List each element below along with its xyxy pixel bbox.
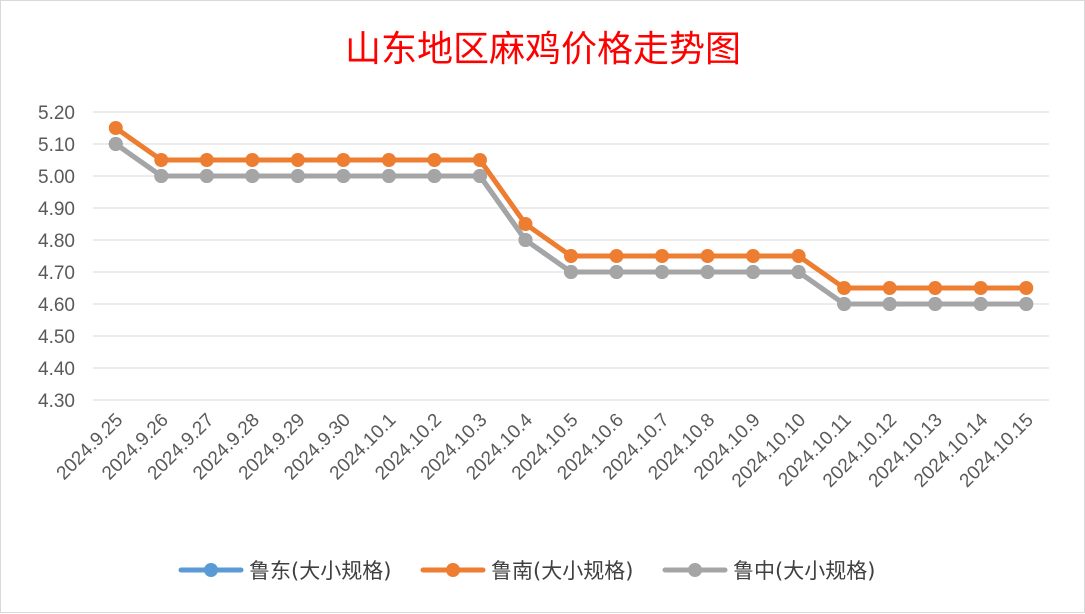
data-point (1019, 281, 1034, 295)
data-point (472, 169, 487, 183)
data-point (837, 281, 852, 295)
data-point (290, 169, 305, 183)
legend-item: 鲁南(大小规格) (420, 559, 633, 583)
data-point (199, 169, 214, 183)
legend-label: 鲁南(大小规格) (491, 559, 633, 583)
data-point (882, 281, 897, 295)
data-point (837, 297, 852, 311)
data-point (655, 265, 670, 279)
legend-marker (688, 563, 702, 577)
data-point (973, 281, 988, 295)
data-point (336, 153, 351, 167)
x-axis-tick-labels: 2024.9.252024.9.262024.9.272024.9.282024… (53, 409, 1038, 491)
data-point (700, 265, 715, 279)
data-point (336, 169, 351, 183)
data-point (791, 265, 806, 279)
data-point (472, 153, 487, 167)
y-tick-label: 5.20 (38, 103, 75, 124)
y-tick-label: 4.60 (38, 295, 75, 316)
series-line (113, 141, 1029, 307)
data-point (290, 153, 305, 167)
data-point (564, 265, 578, 279)
data-point (154, 169, 169, 183)
data-point (108, 121, 123, 135)
y-tick-label: 4.30 (38, 391, 75, 412)
series-group (108, 121, 1034, 295)
data-point (518, 217, 533, 231)
legend-item: 鲁东(大小规格) (178, 559, 391, 583)
data-point (381, 153, 396, 167)
series-layer (108, 121, 1034, 311)
chart-title: 山东地区麻鸡价格走势图 (345, 29, 741, 70)
legend-marker (204, 563, 218, 577)
data-point (518, 233, 533, 247)
y-tick-label: 4.70 (38, 263, 75, 284)
data-point (245, 169, 260, 183)
y-tick-label: 5.10 (38, 135, 75, 156)
y-tick-label: 5.00 (38, 167, 75, 188)
legend-label: 鲁中(大小规格) (733, 559, 875, 583)
y-axis-tick-labels: 5.20 5.10 5.00 4.90 4.80 4.70 4.60 4.50 4.40 4.30 (38, 103, 75, 412)
data-point (1019, 297, 1034, 311)
data-point (381, 169, 396, 183)
data-point (655, 249, 670, 263)
y-tick-label: 4.40 (38, 359, 75, 380)
data-point (564, 249, 578, 263)
data-point (108, 137, 123, 151)
legend-item: 鲁中(大小规格) (662, 559, 875, 583)
data-point (609, 249, 624, 263)
legend-label: 鲁东(大小规格) (249, 559, 391, 583)
data-point (245, 153, 260, 167)
data-point (427, 153, 442, 167)
data-point (882, 297, 897, 311)
legend-marker (446, 563, 460, 577)
data-point (746, 249, 761, 263)
data-point (746, 265, 761, 279)
series-group (108, 137, 1034, 311)
data-point (791, 249, 806, 263)
legend: 鲁东(大小规格) 鲁南(大小规格) 鲁中(大小规格) (178, 559, 875, 583)
data-point (928, 297, 943, 311)
data-point (154, 153, 169, 167)
series-line (113, 141, 1029, 307)
data-point (973, 297, 988, 311)
data-point (199, 153, 214, 167)
y-tick-label: 4.80 (38, 231, 75, 252)
data-point (609, 265, 624, 279)
y-tick-label: 4.90 (38, 199, 75, 220)
data-point (928, 281, 943, 295)
y-tick-label: 4.50 (38, 327, 75, 348)
data-point (427, 169, 442, 183)
data-point (700, 249, 715, 263)
